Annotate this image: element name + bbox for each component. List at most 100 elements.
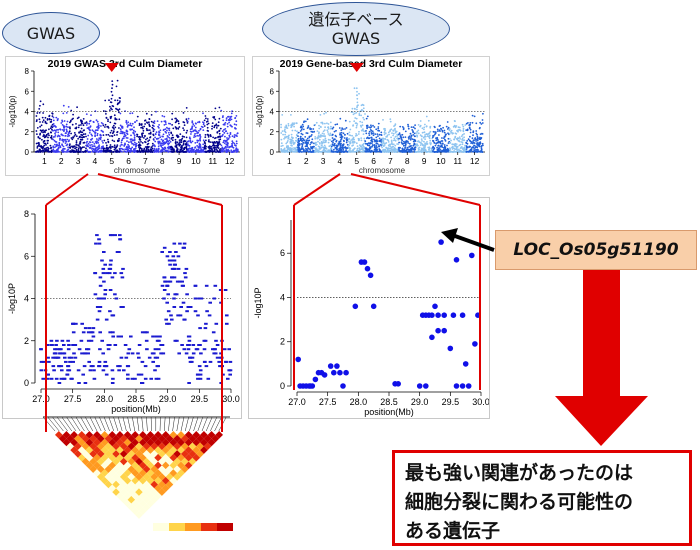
gene-manhattan-point: [314, 137, 317, 140]
gwas-manhattan-point: [204, 147, 207, 150]
gwas-manhattan-point: [54, 129, 57, 132]
gwas-manhattan-point: [116, 99, 119, 102]
gwas-manhattan-point: [107, 118, 109, 121]
gene-manhattan-point: [399, 125, 402, 128]
gwas-zoom-point: [86, 352, 90, 355]
gwas-manhattan-point: [145, 112, 148, 115]
gene-manhattan-point: [473, 115, 476, 118]
gene-manhattan-point: [358, 148, 361, 150]
gene-manhattan-point: [355, 133, 357, 135]
gwas-manhattan-point: [108, 99, 110, 102]
gene-manhattan-point: [475, 130, 478, 132]
gene-manhattan-point: [462, 127, 465, 130]
gwas-manhattan-point: [232, 146, 235, 149]
gwas-manhattan-point: [39, 137, 41, 140]
gwas-manhattan-point: [112, 150, 115, 153]
gwas-zoom-point: [116, 365, 120, 368]
gwas-manhattan-point: [83, 141, 86, 144]
gwas-manhattan-point: [113, 134, 116, 136]
gwas-zoom-point: [53, 348, 57, 351]
gene-manhattan-point: [325, 151, 328, 153]
gwas-manhattan-point: [161, 150, 164, 152]
gwas-manhattan-point: [110, 107, 112, 110]
gwas-manhattan-point: [36, 145, 39, 148]
gene-manhattan-point: [333, 143, 336, 146]
gene-manhattan-point: [383, 144, 386, 146]
ld-cell: [135, 442, 143, 451]
gene-manhattan-point: [289, 148, 291, 151]
ld-cell: [142, 465, 151, 473]
ld-legend-swatch: [201, 523, 217, 531]
gwas-manhattan-point: [35, 142, 38, 145]
gene-manhattan-point: [385, 136, 387, 138]
gwas-manhattan-point: [213, 144, 216, 147]
gwas-manhattan-point: [206, 126, 209, 129]
gwas-zoom-point: [61, 352, 65, 355]
gene-manhattan-point: [280, 132, 283, 134]
gene-manhattan-point: [344, 119, 347, 122]
gwas-manhattan-point: [176, 141, 179, 144]
gwas-zoom-point: [63, 356, 67, 359]
gwas-manhattan-point: [190, 131, 193, 133]
gene-manhattan-point: [349, 151, 352, 153]
gwas-manhattan-point: [178, 126, 181, 128]
gene-zoom-point: [429, 312, 435, 318]
ld-cell: [100, 476, 109, 485]
gwas-manhattan-point: [183, 129, 185, 131]
gwas-zoom-point: [60, 339, 65, 342]
gwas-manhattan-point: [174, 141, 177, 144]
gene-manhattan-point: [463, 136, 465, 139]
gwas-manhattan-point: [163, 124, 166, 126]
gwas-manhattan-point: [174, 121, 177, 124]
gene-manhattan-point: [361, 148, 363, 151]
gene-manhattan-point: [402, 136, 405, 139]
gwas-manhattan-point: [96, 129, 99, 132]
gwas-manhattan-point: [134, 130, 137, 133]
ld-cell: [158, 488, 166, 496]
gene-manhattan-point: [375, 136, 378, 139]
ld-cell: [139, 492, 147, 500]
gene-manhattan-point: [394, 128, 396, 131]
gene-manhattan-point: [297, 143, 300, 145]
gwas-manhattan-point: [183, 140, 186, 143]
gene-manhattan-point: [454, 142, 457, 145]
gwas-manhattan-ytick-label: 2: [25, 128, 30, 137]
gene-manhattan-point: [441, 142, 444, 145]
gene-manhattan-point: [280, 138, 283, 141]
ld-cell: [165, 457, 174, 466]
gwas-manhattan-point: [63, 129, 66, 131]
gwas-manhattan-point: [127, 150, 129, 153]
gwas-manhattan-point: [188, 147, 191, 150]
gene-manhattan-point: [436, 146, 438, 149]
gwas-manhattan-point: [63, 120, 66, 122]
gwas-manhattan-point: [135, 119, 138, 122]
gene-manhattan-point: [446, 150, 449, 153]
ld-fan-line: [210, 416, 218, 432]
gwas-manhattan-point: [184, 146, 187, 149]
ld-cell: [146, 476, 155, 485]
gwas-zoom-point: [71, 322, 76, 325]
gwas-manhattan-point: [226, 146, 228, 149]
gwas-manhattan-point: [65, 125, 68, 128]
ld-fan-line: [122, 416, 127, 432]
gwas-manhattan-point: [199, 128, 202, 131]
gene-manhattan-point: [465, 148, 468, 150]
gwas-manhattan-point: [50, 131, 52, 134]
gwas-manhattan-point: [69, 120, 72, 123]
gwas-manhattan-point: [131, 112, 134, 115]
gwas-manhattan-point: [89, 126, 92, 128]
gene-manhattan-point: [407, 148, 410, 151]
gene-manhattan-point: [358, 110, 361, 113]
gene-manhattan-point: [470, 142, 472, 144]
ld-cell: [165, 480, 174, 489]
gene-manhattan-point: [479, 121, 482, 124]
gwas-manhattan-point: [105, 113, 107, 115]
gene-manhattan-point: [391, 132, 393, 134]
gwas-zoom-point: [169, 259, 173, 262]
gene-manhattan-point: [327, 141, 330, 144]
gwas-manhattan-point: [124, 134, 127, 137]
gwas-manhattan-point: [35, 151, 37, 153]
gwas-zoom-point: [108, 310, 112, 313]
gwas-manhattan-point: [157, 145, 160, 148]
gene-manhattan-point: [334, 134, 337, 137]
